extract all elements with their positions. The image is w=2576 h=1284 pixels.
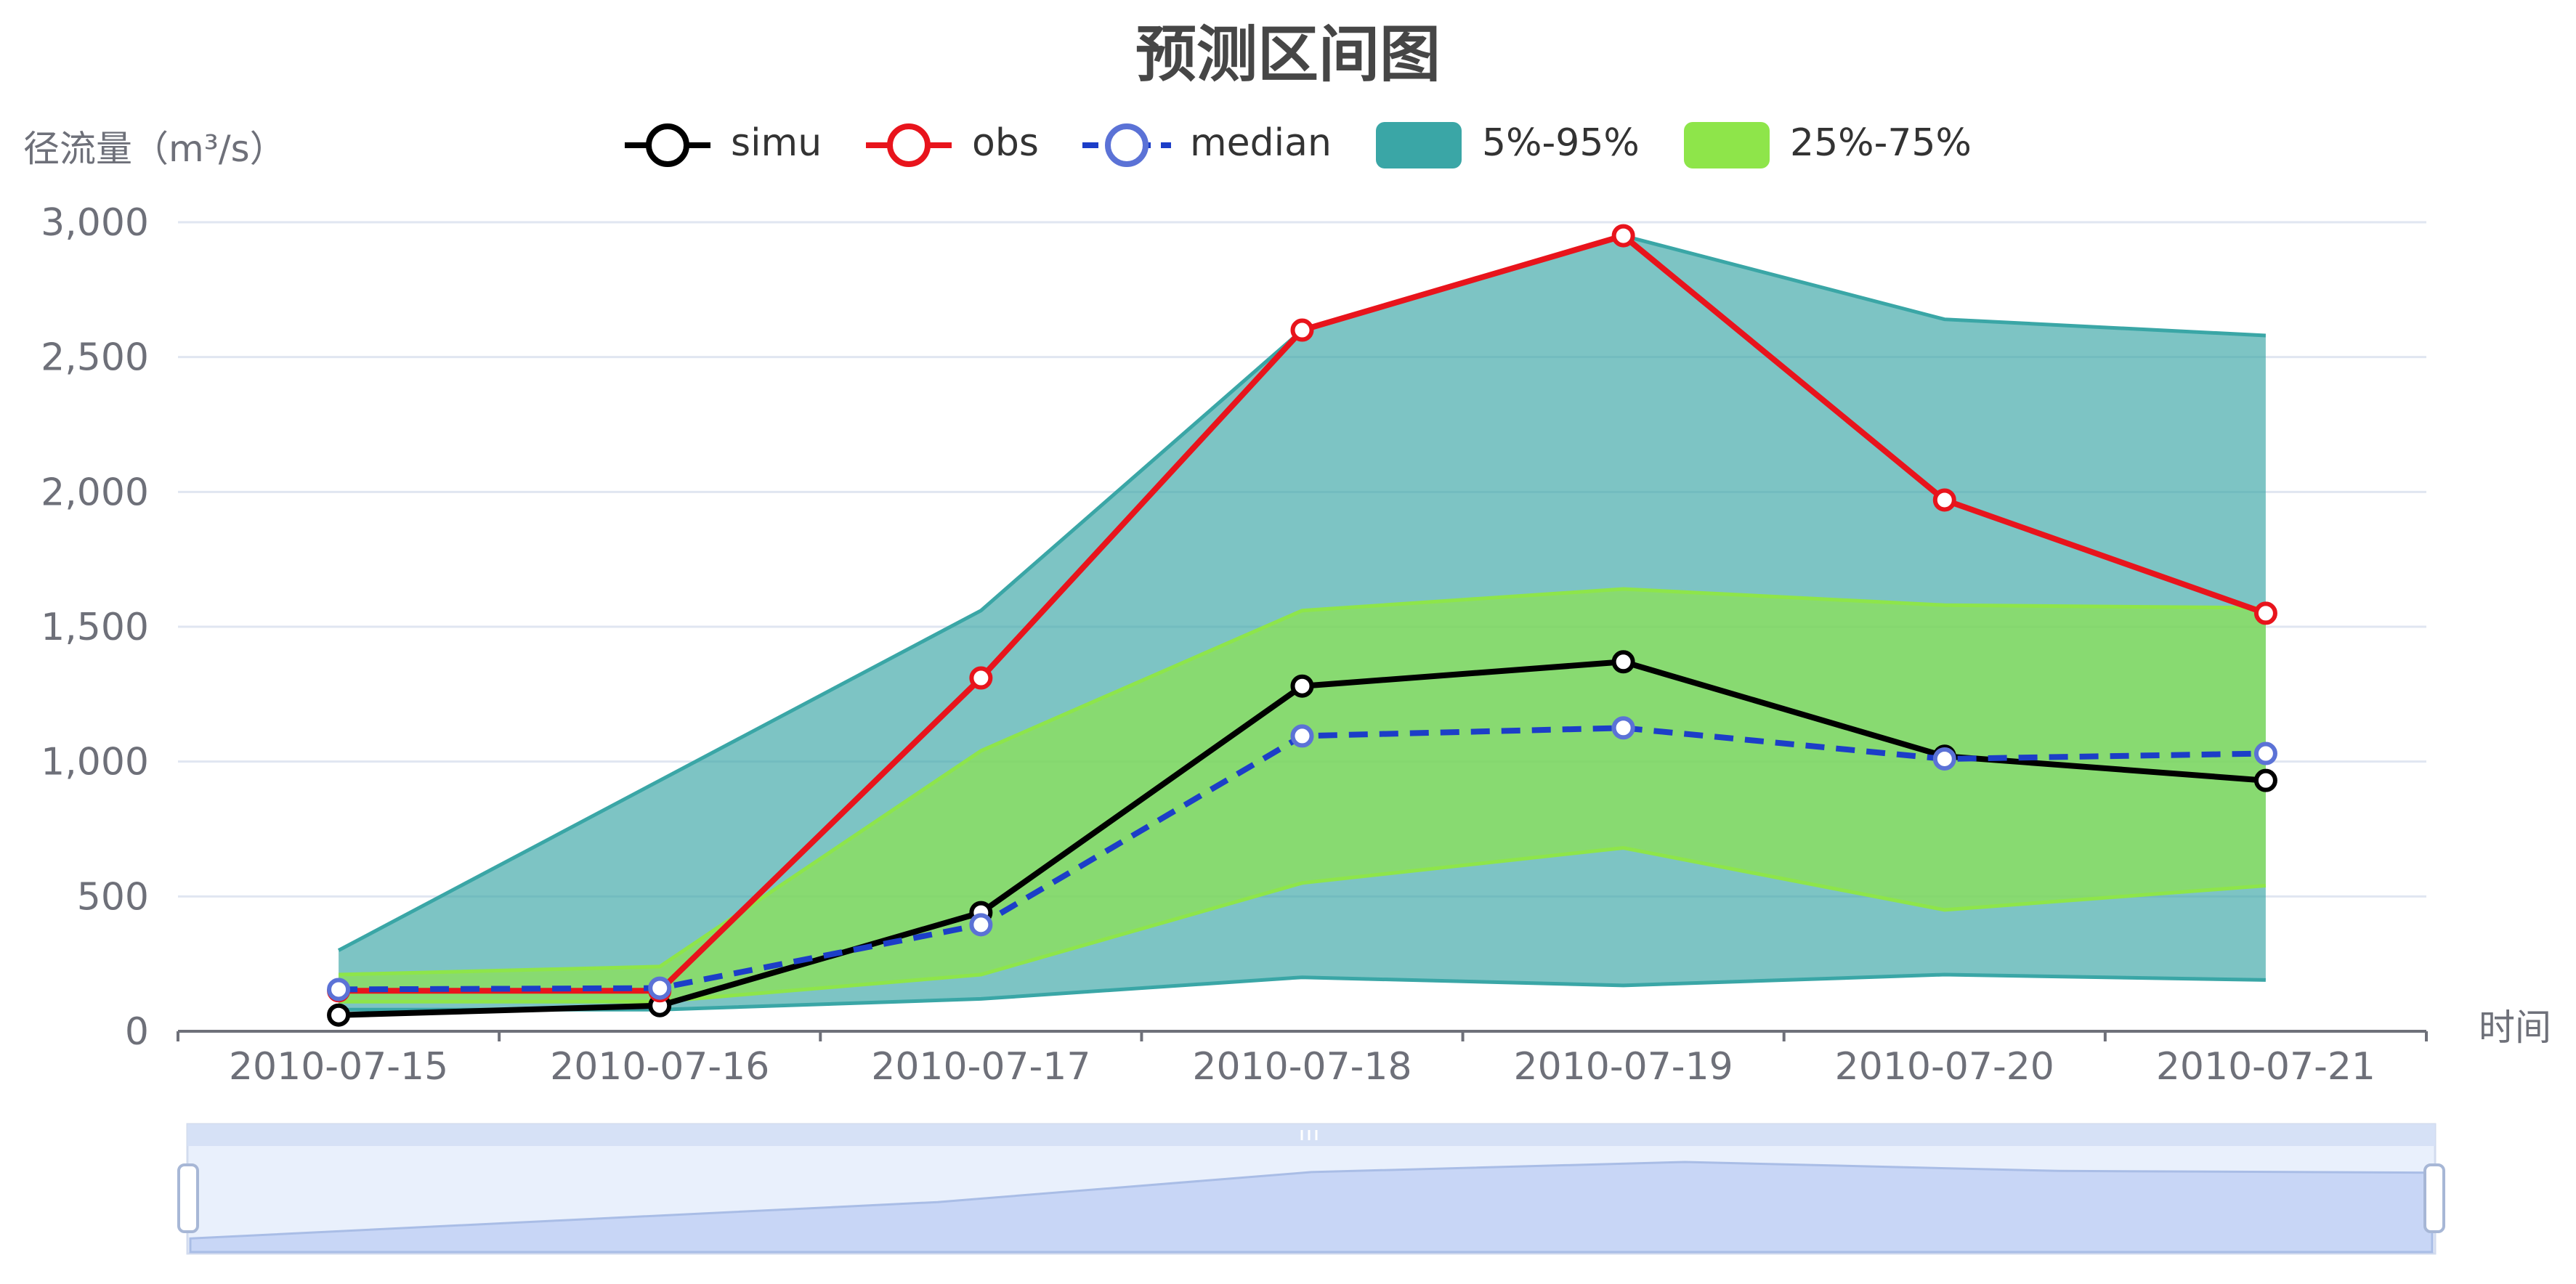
legend-label-obs: obs (972, 121, 1039, 165)
y-tick-label: 2,000 (41, 471, 149, 514)
legend-label-median: median (1190, 121, 1332, 165)
legend-label-band-5-95: 5%-95% (1482, 121, 1640, 165)
data-point-simu[interactable] (327, 1003, 351, 1027)
x-tick-label: 2010-07-15 (229, 1045, 448, 1089)
data-zoom-slider[interactable] (177, 1123, 2445, 1255)
x-tick-label: 2010-07-17 (871, 1045, 1090, 1089)
data-point-obs[interactable] (1611, 224, 1635, 248)
bands (337, 234, 2267, 1012)
grip-icon[interactable] (1300, 1130, 1318, 1140)
zoom-top-bar[interactable] (187, 1124, 2435, 1146)
data-point-simu[interactable] (2253, 768, 2277, 792)
y-tick-label: 1,000 (41, 741, 149, 784)
series-lines (327, 224, 2277, 1027)
y-tick-label: 500 (77, 875, 149, 919)
x-tick-label: 2010-07-18 (1192, 1045, 1411, 1089)
data-point-obs[interactable] (1290, 318, 1314, 342)
data-point-median[interactable] (1932, 747, 1956, 771)
x-tick-label: 2010-07-20 (1835, 1045, 2054, 1089)
data-point-median[interactable] (969, 913, 993, 937)
slider-handle-icon[interactable] (177, 1163, 199, 1233)
legend-item-band-25-75[interactable]: 25%-75% (1684, 121, 1972, 168)
legend-label-band-25-75: 25%-75% (1790, 121, 1972, 165)
x-tick-label: 2010-07-19 (1514, 1045, 1733, 1089)
x-tick-label: 2010-07-21 (2156, 1045, 2375, 1089)
legend-label-simu: simu (731, 121, 822, 165)
y-tick-label: 1,500 (41, 606, 149, 649)
data-point-median[interactable] (2253, 741, 2277, 765)
y-tick-label: 3,000 (41, 201, 149, 245)
legend-item-obs[interactable]: obs (866, 121, 1039, 167)
data-point-median[interactable] (1290, 724, 1314, 748)
data-point-obs[interactable] (1932, 488, 1956, 512)
legend-item-median[interactable]: median (1082, 121, 1332, 167)
y-tick-label: 2,500 (41, 336, 149, 380)
data-point-median[interactable] (1611, 716, 1635, 740)
chart-title: 预测区间图 (1135, 19, 1441, 90)
band-upper-edge-1 (339, 587, 2266, 977)
legend-item-simu[interactable]: simu (625, 121, 822, 167)
data-point-simu[interactable] (1290, 674, 1314, 698)
y-tick-label: 0 (125, 1010, 149, 1054)
x-tick-label: 2010-07-16 (550, 1045, 769, 1089)
band-area-1 (339, 589, 2266, 1002)
slider-handle-icon[interactable] (2423, 1163, 2445, 1233)
x-axis-label: 时间 (2479, 1007, 2551, 1049)
y-axis-label: 径流量（m³/s） (23, 128, 286, 170)
data-point-obs[interactable] (2253, 601, 2277, 625)
data-point-median[interactable] (327, 978, 351, 1001)
legend: simu obs median 5%-95% 25%-75% (625, 121, 1972, 168)
data-point-simu[interactable] (1611, 650, 1635, 674)
legend-item-band-5-95[interactable]: 5%-95% (1376, 121, 1640, 168)
data-point-obs[interactable] (969, 666, 993, 690)
x-axis: 2010-07-15 2010-07-16 2010-07-17 2010-07-18… (177, 1030, 2428, 1089)
data-point-median[interactable] (648, 976, 672, 1000)
